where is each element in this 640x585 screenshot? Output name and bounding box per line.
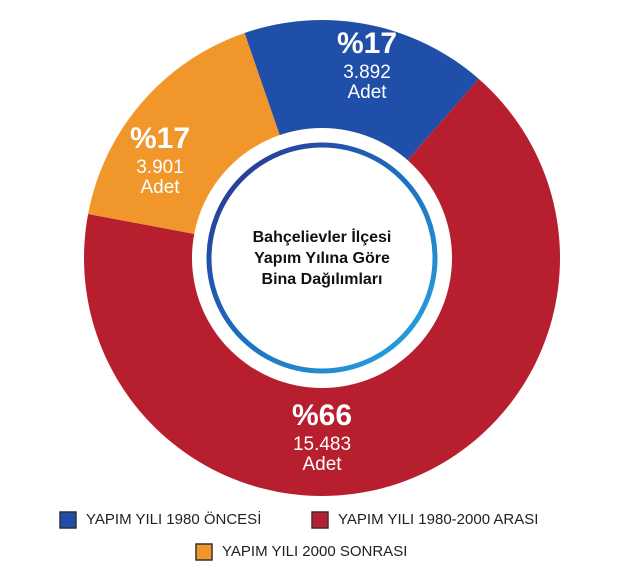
value-label: 15.483 <box>293 434 351 455</box>
unit-label: Adet <box>347 82 387 103</box>
legend-label: YAPIM YILI 1980 ÖNCESİ <box>86 510 261 528</box>
value-label: 3.901 <box>136 157 184 178</box>
legend-swatch <box>59 511 77 529</box>
legend-swatch <box>195 543 213 561</box>
legend-label: YAPIM YILI 2000 SONRASI <box>222 543 407 560</box>
unit-label: Adet <box>302 454 342 475</box>
legend-swatch <box>311 511 329 529</box>
center-title: Bahçelievler İlçesi <box>253 228 392 246</box>
center-ring <box>192 128 452 388</box>
unit-label: Adet <box>140 177 180 198</box>
percent-label: %66 <box>292 399 352 432</box>
percent-label: %17 <box>337 27 397 60</box>
center-ring-line <box>206 142 438 374</box>
center-title: Bina Dağılımları <box>262 271 383 288</box>
center-title: Yapım Yılına Göre <box>254 250 390 267</box>
value-label: 3.892 <box>343 62 391 83</box>
legend-label: YAPIM YILI 1980-2000 ARASI <box>338 511 538 528</box>
percent-label: %17 <box>130 122 190 155</box>
